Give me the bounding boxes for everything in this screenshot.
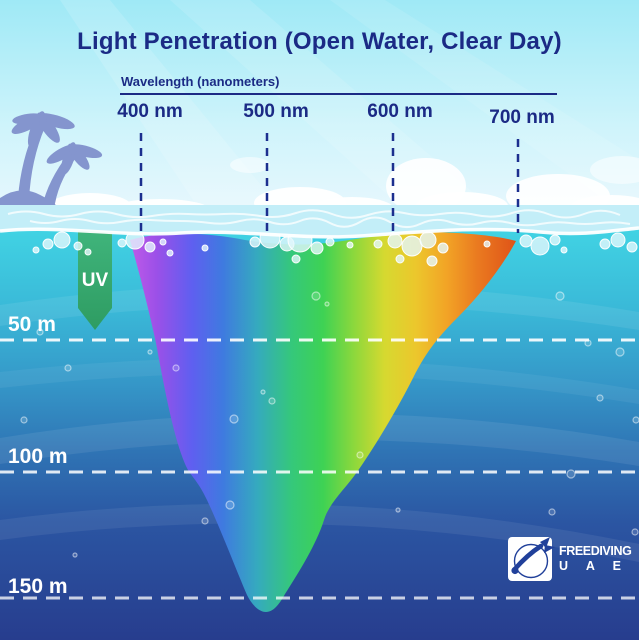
wavelength-tick-700nm: 700 nm: [489, 107, 555, 128]
wavelength-tick-600nm: 600 nm: [367, 101, 433, 122]
depth-label-150m: 150 m: [8, 575, 68, 598]
deep-bubbles: [20, 291, 639, 558]
wavelength-tick-500nm: 500 nm: [243, 101, 309, 122]
logo-line1: FREEDIVING: [559, 544, 632, 558]
surface-caustics: [7, 209, 631, 228]
logo-wordmark: FREEDIVING U A E: [559, 544, 632, 573]
depth-label-50m: 50 m: [8, 313, 56, 336]
logo-letter-e: E: [612, 559, 621, 573]
logo-letter-u: U: [559, 559, 569, 573]
logo-letter-a: A: [585, 559, 595, 573]
uv-marker-label: UV: [81, 270, 109, 291]
wavelength-tick-400nm: 400 nm: [117, 101, 183, 122]
water-surface: [0, 205, 639, 239]
page-title: Light Penetration (Open Water, Clear Day…: [77, 28, 562, 55]
light-spectrum-cone: [130, 232, 516, 612]
logo-freediver-icon: [508, 537, 555, 581]
wavelength-axis-label: Wavelength (nanometers): [121, 74, 280, 89]
depth-label-100m: 100 m: [8, 445, 68, 468]
